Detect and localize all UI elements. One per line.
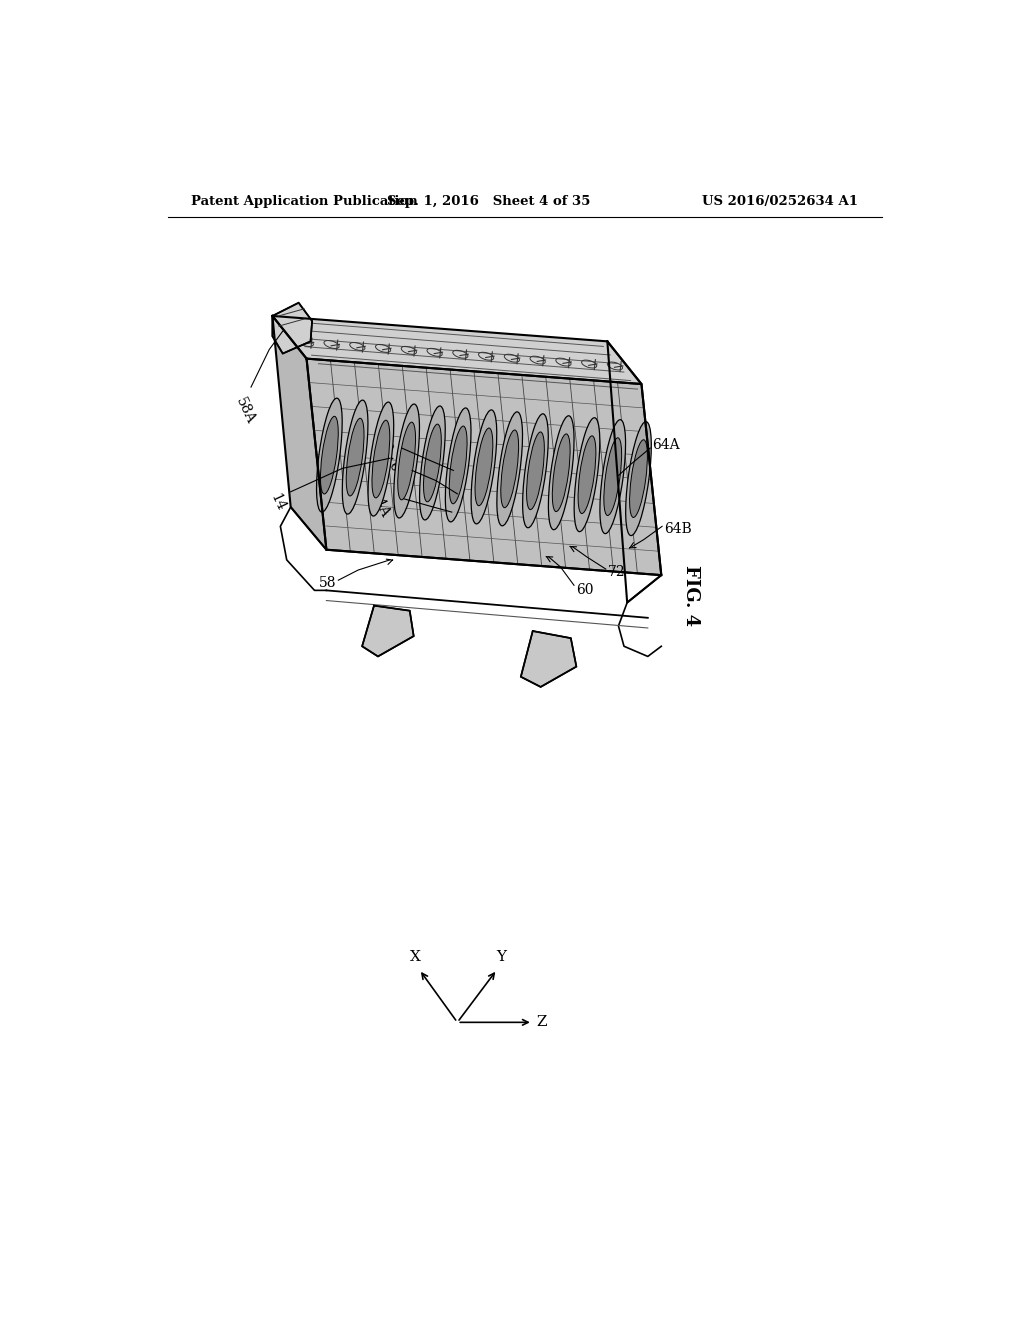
Text: 66: 66 xyxy=(386,459,406,482)
Polygon shape xyxy=(272,315,641,384)
Text: FIG. 4: FIG. 4 xyxy=(682,565,700,626)
Ellipse shape xyxy=(424,424,441,502)
Ellipse shape xyxy=(574,417,600,532)
Ellipse shape xyxy=(445,408,471,521)
Text: 60: 60 xyxy=(577,583,594,598)
Ellipse shape xyxy=(321,416,338,494)
Ellipse shape xyxy=(526,432,545,510)
Text: Z: Z xyxy=(537,1015,547,1030)
Polygon shape xyxy=(521,631,577,686)
Ellipse shape xyxy=(342,400,368,513)
Ellipse shape xyxy=(475,428,493,506)
Ellipse shape xyxy=(604,438,622,516)
Ellipse shape xyxy=(346,418,364,496)
Text: 58: 58 xyxy=(318,577,336,590)
Ellipse shape xyxy=(549,416,574,529)
Text: 64A: 64A xyxy=(652,438,679,451)
Ellipse shape xyxy=(450,426,467,504)
Ellipse shape xyxy=(630,440,647,517)
Ellipse shape xyxy=(600,420,626,533)
Text: 24A: 24A xyxy=(368,488,391,520)
Ellipse shape xyxy=(579,436,596,513)
Ellipse shape xyxy=(552,434,570,512)
Text: 58A: 58A xyxy=(233,395,258,426)
Text: US 2016/0252634 A1: US 2016/0252634 A1 xyxy=(702,194,858,207)
Ellipse shape xyxy=(420,407,445,520)
Ellipse shape xyxy=(522,413,548,528)
Ellipse shape xyxy=(497,412,522,525)
Text: X: X xyxy=(410,950,421,965)
Ellipse shape xyxy=(368,403,393,516)
Polygon shape xyxy=(272,315,327,549)
Ellipse shape xyxy=(471,411,497,524)
Polygon shape xyxy=(306,359,662,576)
Polygon shape xyxy=(362,606,414,656)
Ellipse shape xyxy=(372,420,390,498)
Text: Y: Y xyxy=(496,950,506,965)
Ellipse shape xyxy=(626,421,651,536)
Ellipse shape xyxy=(316,399,342,512)
Text: Patent Application Publication: Patent Application Publication xyxy=(191,194,418,207)
Text: 70: 70 xyxy=(374,434,394,455)
Text: Sep. 1, 2016   Sheet 4 of 35: Sep. 1, 2016 Sheet 4 of 35 xyxy=(387,194,591,207)
Ellipse shape xyxy=(394,404,420,517)
Text: 72: 72 xyxy=(608,565,626,579)
Polygon shape xyxy=(272,302,312,354)
Text: 64B: 64B xyxy=(664,523,691,536)
Ellipse shape xyxy=(397,422,416,500)
Ellipse shape xyxy=(501,430,518,508)
Text: 14: 14 xyxy=(267,491,288,513)
